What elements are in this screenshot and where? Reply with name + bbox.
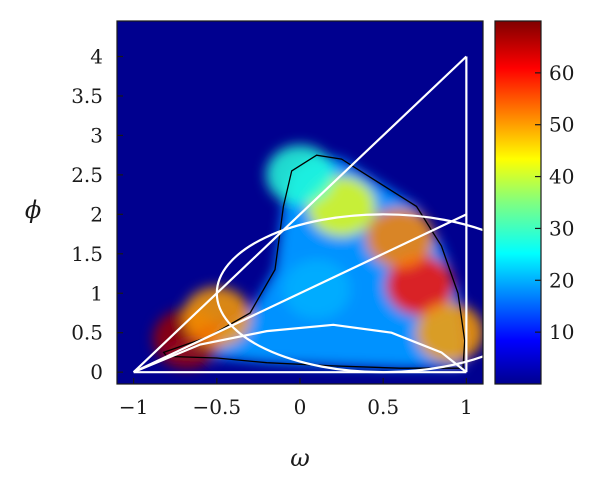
colorbar-tick-label: 10 [549, 320, 574, 344]
y-tick-label: 1 [90, 281, 103, 305]
y-tick-label: 2.5 [71, 163, 103, 187]
overlay-circle [215, 213, 483, 374]
overlay-curves [132, 55, 483, 374]
colorbar-axis: 10 20 30 40 50 60 [535, 61, 574, 344]
y-tick-label: 0.5 [71, 321, 103, 345]
colorbar-tick-label: 20 [549, 268, 574, 292]
x-tick-label: 1 [460, 395, 473, 419]
y-tick-label: 3 [90, 123, 103, 147]
y-tick-label: 4 [90, 45, 103, 69]
x-tick-label: −1 [119, 395, 148, 419]
x-axis: −1 −0.5 0 0.5 1 [119, 378, 473, 419]
y-tick-label: 3.5 [71, 84, 103, 108]
x-tick-label: −0.5 [193, 395, 242, 419]
y-axis: 0 0.5 1 1.5 2 2.5 3 3.5 4 [71, 45, 123, 384]
x-tick-label: 0.5 [367, 395, 399, 419]
x-axis-label: ω [290, 444, 310, 472]
y-tick-label: 0 [90, 360, 103, 384]
overlay-curve [133, 323, 468, 374]
colorbar [494, 20, 542, 385]
y-tick-label: 1.5 [71, 242, 103, 266]
x-tick-label: 0 [294, 395, 307, 419]
y-tick-label: 2 [90, 202, 103, 226]
colorbar-tick-label: 60 [549, 61, 574, 85]
overlay-line [132, 55, 468, 373]
colorbar-tick-label: 30 [549, 216, 574, 240]
colorbar-tick-label: 50 [549, 113, 574, 137]
y-axis-label: ϕ [25, 196, 41, 224]
colorbar-tick-label: 40 [549, 165, 574, 189]
overlay-line [133, 213, 467, 374]
